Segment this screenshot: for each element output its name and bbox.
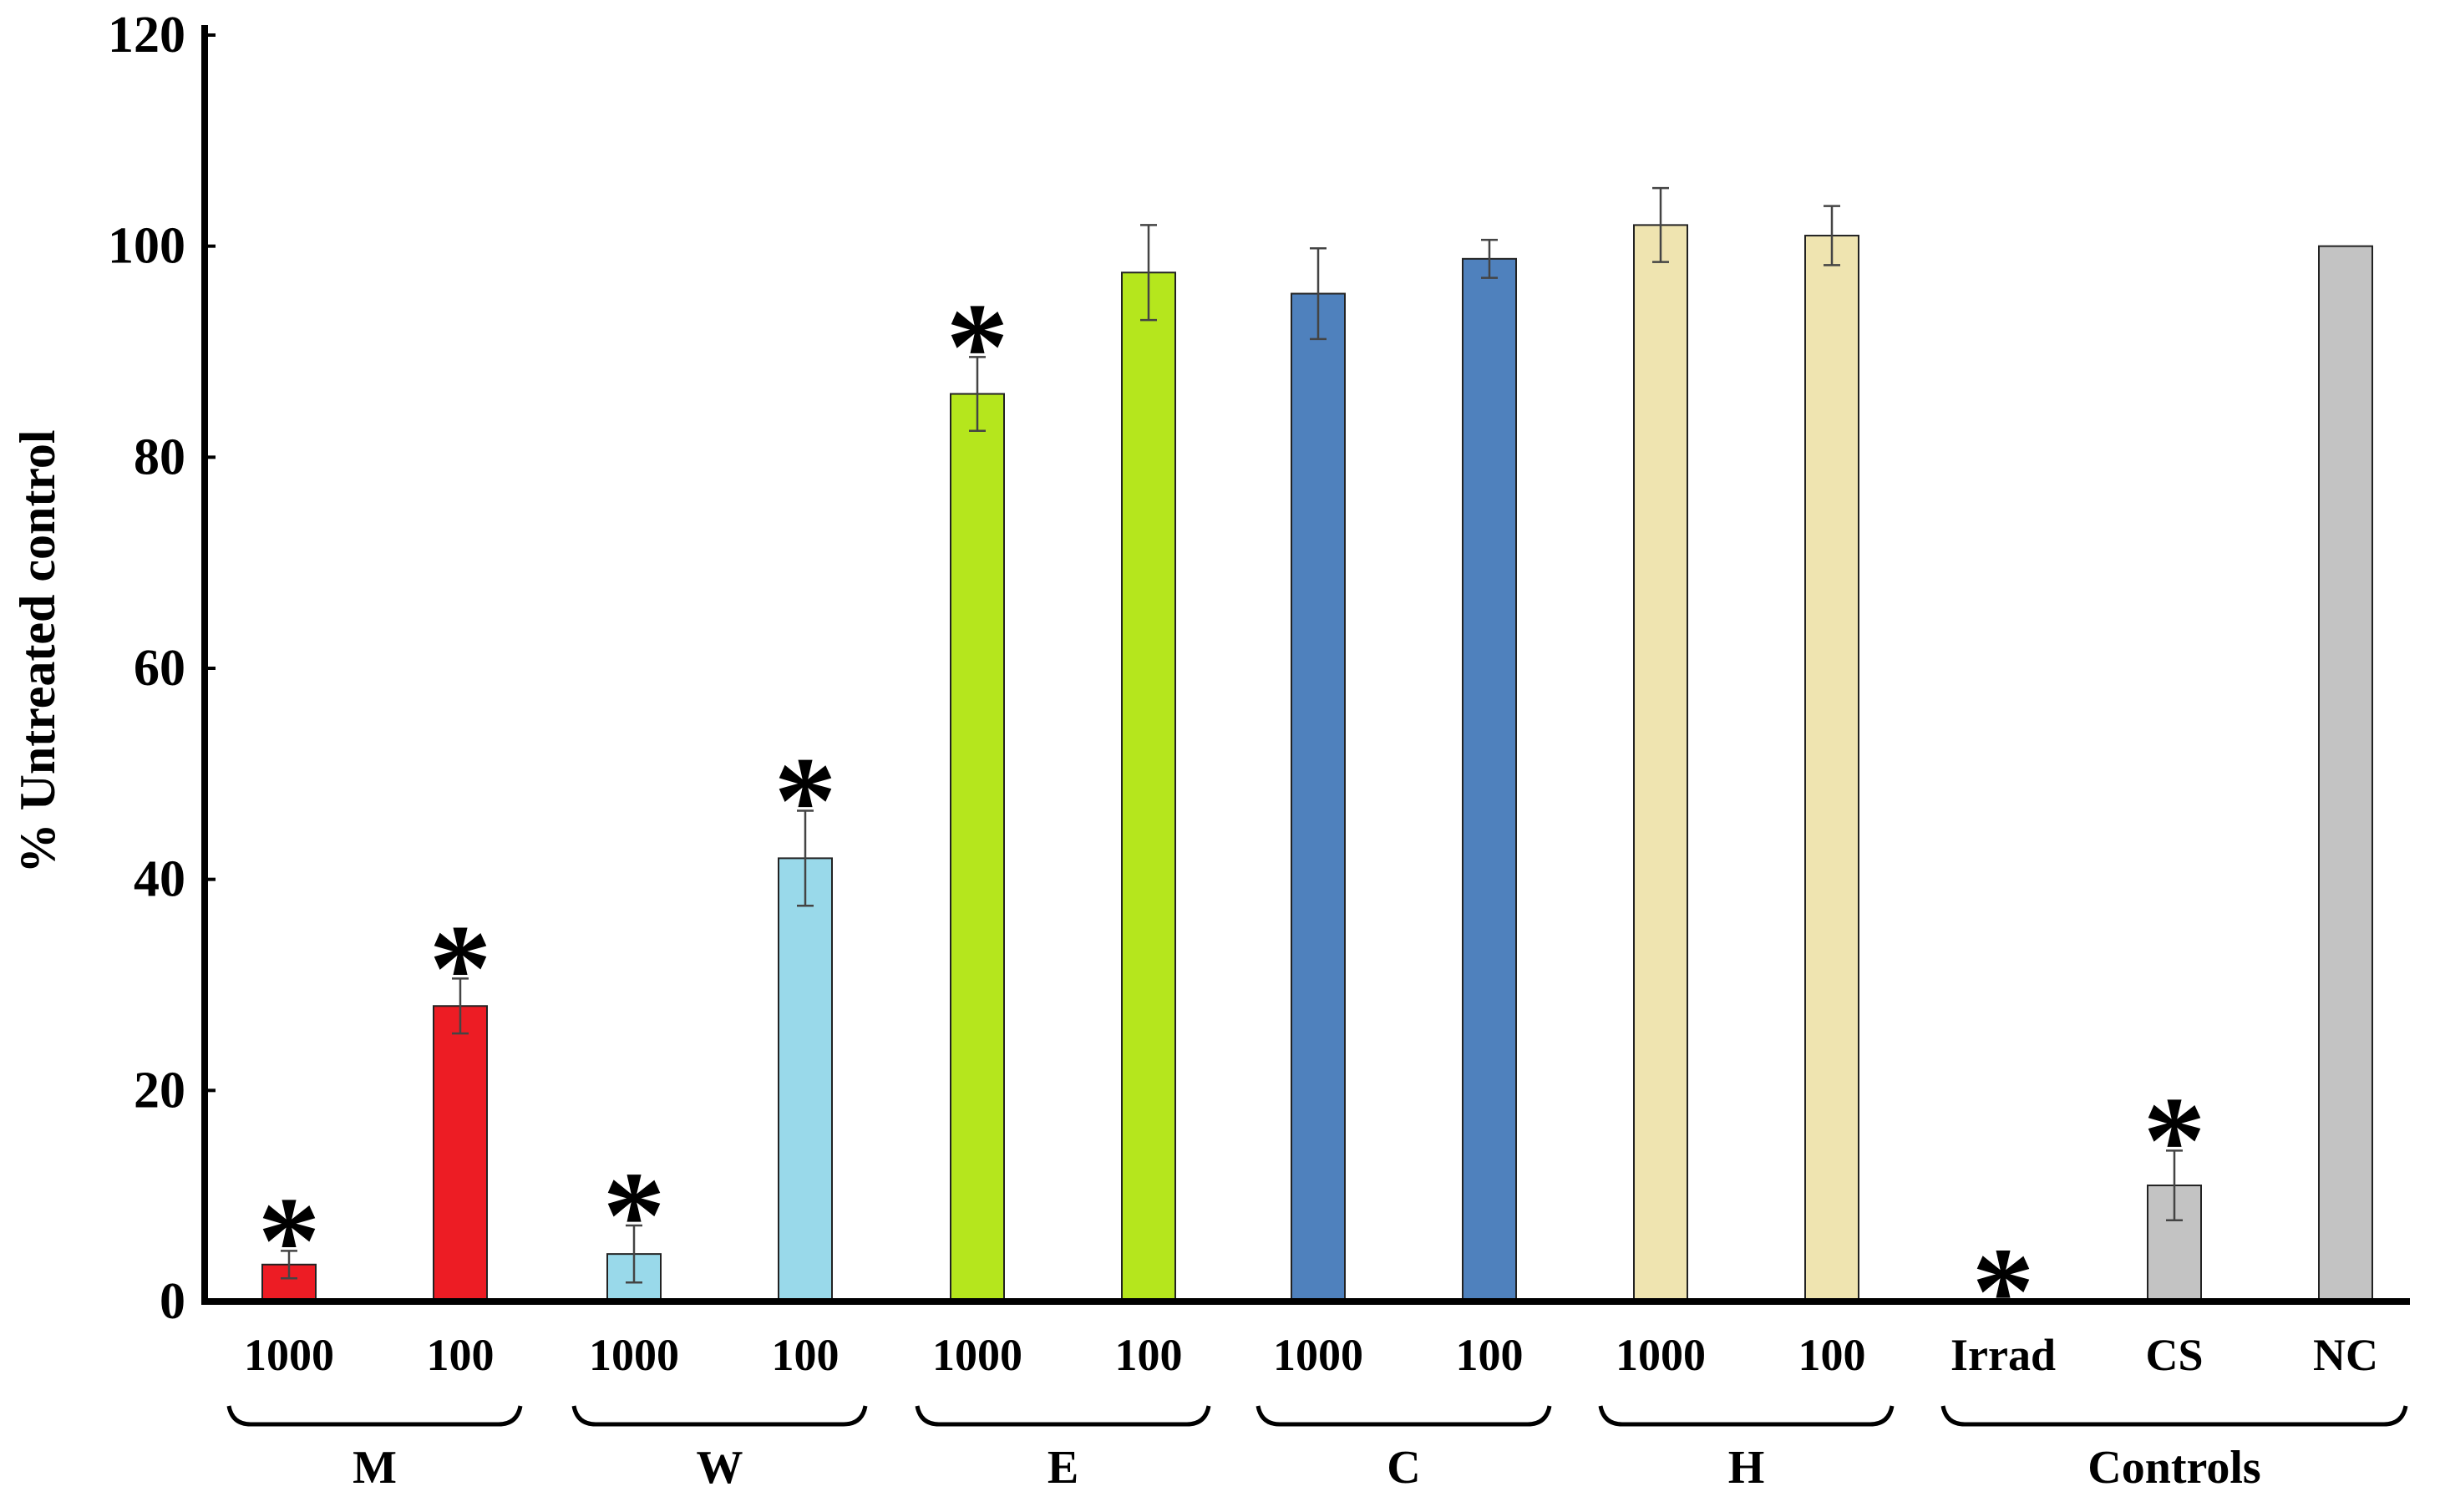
y-tick-label: 0 — [160, 1273, 185, 1330]
group-label: E — [1048, 1442, 1078, 1494]
group-brace — [571, 1405, 868, 1427]
group-label: H — [1728, 1442, 1765, 1494]
group-label: C — [1387, 1442, 1420, 1494]
significance-asterisk: * — [2143, 1071, 2206, 1210]
y-tick-label: 120 — [108, 7, 185, 63]
x-tick-label: 100 — [772, 1330, 840, 1380]
group-brace — [226, 1405, 523, 1427]
x-tick-label: 1000 — [589, 1330, 679, 1380]
x-tick-label: 1000 — [932, 1330, 1022, 1380]
significance-asterisk: * — [258, 1171, 321, 1310]
group-brace — [915, 1405, 1211, 1427]
bar — [433, 1005, 488, 1303]
x-tick-label: Irrad — [1950, 1330, 2056, 1380]
y-tick-label: 80 — [134, 429, 185, 485]
group-label: M — [353, 1442, 397, 1494]
y-tick-label: 60 — [134, 640, 185, 697]
labels-layer: 0 20 40 60 80 100 120 * 1000 * 100 M * 1000 * 100 W * 1000… — [108, 7, 2408, 1494]
y-tick-label: 20 — [134, 1062, 185, 1119]
x-tick-label: 1000 — [244, 1330, 334, 1380]
y-tick-label: 40 — [134, 851, 185, 908]
bar — [2318, 245, 2373, 1303]
group-label: W — [697, 1442, 743, 1494]
significance-asterisk: * — [774, 732, 837, 870]
group-brace — [1256, 1405, 1552, 1427]
x-tick-label: 100 — [1456, 1330, 1524, 1380]
bar — [950, 393, 1005, 1302]
x-tick-label: NC — [2313, 1330, 2378, 1380]
bar — [1462, 257, 1517, 1302]
significance-asterisk: * — [429, 899, 492, 1038]
x-tick-label: CS — [2145, 1330, 2203, 1380]
bar — [1804, 235, 1859, 1302]
x-tick-label: 1000 — [1616, 1330, 1706, 1380]
y-tick-label: 100 — [108, 218, 185, 275]
x-tick-label: 100 — [427, 1330, 495, 1380]
group-label: Controls — [2087, 1442, 2260, 1494]
group-brace — [1598, 1405, 1895, 1427]
bar — [1121, 271, 1176, 1302]
bar — [1633, 224, 1688, 1302]
bar — [778, 857, 833, 1302]
significance-asterisk: * — [603, 1146, 666, 1285]
x-tick-label: 100 — [1115, 1330, 1183, 1380]
bar — [1291, 292, 1346, 1302]
significance-asterisk: * — [946, 277, 1009, 416]
group-brace — [1940, 1405, 2408, 1427]
x-tick-label: 100 — [1798, 1330, 1866, 1380]
significance-asterisk: * — [1972, 1222, 2035, 1361]
y-axis-title: % Untreated control — [10, 429, 65, 873]
x-tick-label: 1000 — [1273, 1330, 1363, 1380]
bars-layer — [261, 186, 2373, 1303]
